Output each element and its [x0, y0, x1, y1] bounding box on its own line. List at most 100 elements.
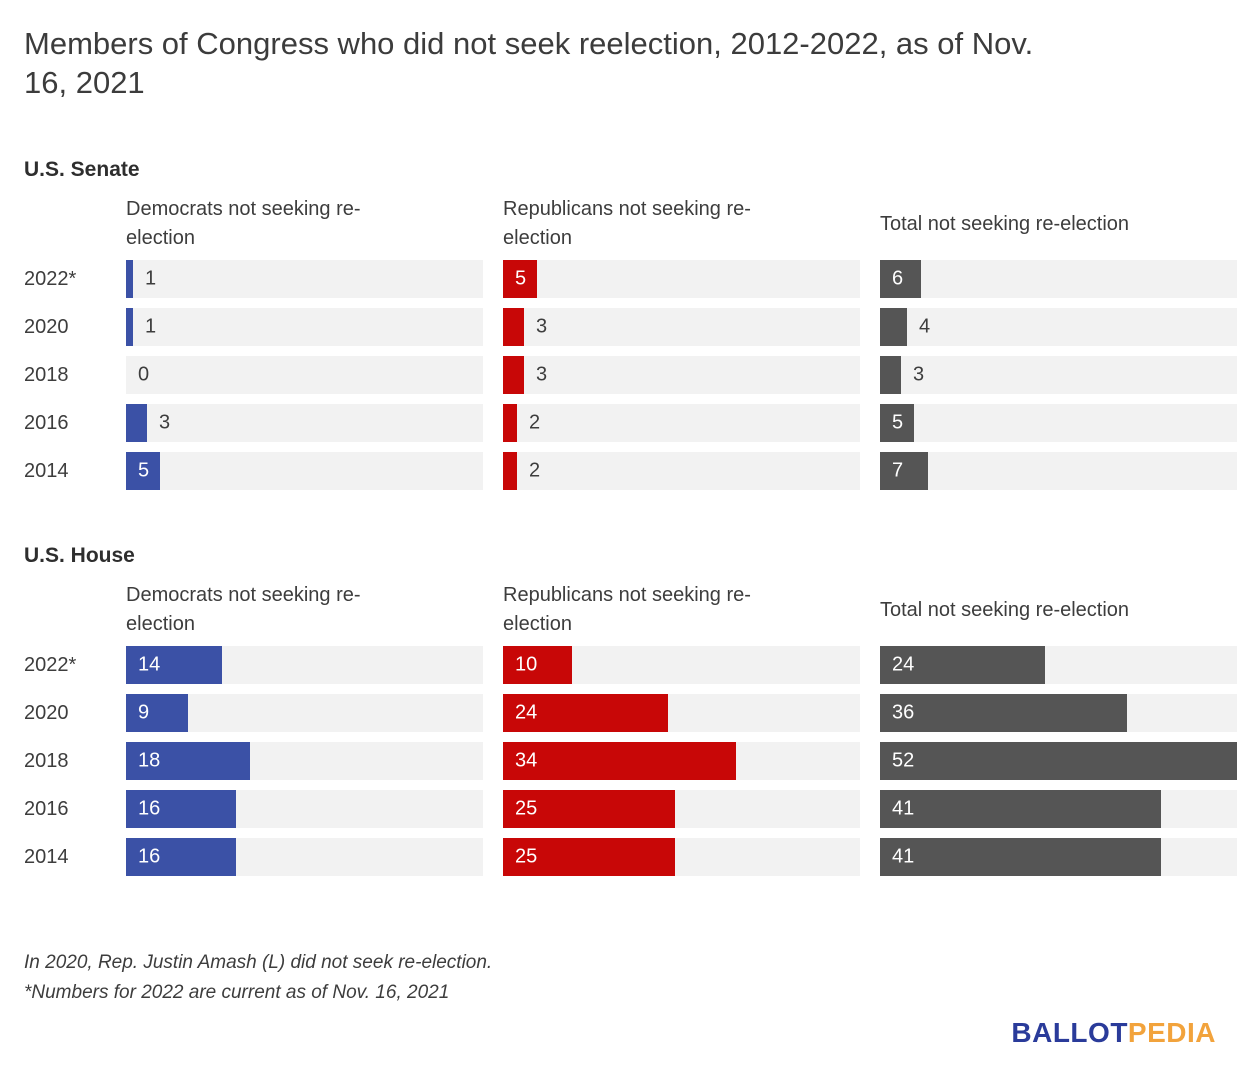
- republican-bar: [503, 742, 736, 780]
- republican-bar-track: 3: [503, 356, 860, 394]
- total-bar: [880, 646, 1045, 684]
- republican-bar-track: 2: [503, 452, 860, 490]
- republican-bar: [503, 790, 675, 828]
- democrat-bar-track: 5: [126, 452, 483, 490]
- chart-row: 2016 3 2 5: [24, 404, 1237, 442]
- house-column-headers: Democrats not seeking re- election Repub…: [24, 581, 1218, 639]
- chart-row: 2018 0 3 3: [24, 356, 1237, 394]
- bar-value-label: 7: [892, 459, 904, 482]
- house-bars: 2022* 14 10 24 2020 9 24 36 2018 18 34 52 2016 16 25 41…: [24, 646, 1237, 876]
- bar-value-label: 2: [529, 459, 541, 482]
- chart-row: 2018 18 34 52: [24, 742, 1237, 780]
- republican-bar-track: 2: [503, 404, 860, 442]
- democrat-bar-track: 18: [126, 742, 483, 780]
- democrat-bar: [126, 742, 250, 780]
- democrat-bar-track: 0: [126, 356, 483, 394]
- bar-value-label: 41: [892, 797, 915, 820]
- republican-bar: [503, 308, 524, 346]
- year-label: 2020: [24, 315, 69, 338]
- house-section: U.S. House Democrats not seeking re- ele…: [24, 544, 1237, 876]
- total-bar-track: 52: [880, 742, 1237, 780]
- senate-section-title: U.S. Senate: [24, 158, 140, 181]
- total-bar-track: 36: [880, 694, 1237, 732]
- democrat-bar-track: 14: [126, 646, 483, 684]
- bar-value-label: 36: [892, 701, 915, 724]
- bar-value-label: 5: [515, 267, 527, 290]
- bar-value-label: 25: [515, 845, 538, 868]
- chart-row: 2016 16 25 41: [24, 790, 1237, 828]
- house-section-title: U.S. House: [24, 544, 135, 567]
- democrat-bar-track: 1: [126, 260, 483, 298]
- chart-row: 2022* 1 5 6: [24, 260, 1237, 298]
- total-bar: [880, 356, 901, 394]
- year-label: 2022*: [24, 653, 77, 676]
- year-label: 2018: [24, 363, 69, 386]
- ballotpedia-logo: BALLOTPEDIA: [1011, 1016, 1216, 1049]
- republican-bar-track: 3: [503, 308, 860, 346]
- bar-value-label: 9: [138, 701, 150, 724]
- bar-value-label: 14: [138, 653, 161, 676]
- column-header-total: Total not seeking re-election: [880, 212, 1130, 235]
- total-bar-track: 6: [880, 260, 1237, 298]
- total-bar-track: 7: [880, 452, 1237, 490]
- bar-value-label: 5: [892, 411, 904, 434]
- total-bar-track: 24: [880, 646, 1237, 684]
- bar-value-label: 1: [145, 315, 157, 338]
- senate-bars: 2022* 1 5 6 2020 1 3 4 2018 0 3 3 2016 3 2 5 2014 5 2 7: [24, 260, 1237, 490]
- total-bar-track: 4: [880, 308, 1237, 346]
- year-label: 2018: [24, 749, 69, 772]
- bar-value-label: 10: [515, 653, 538, 676]
- footnote-asterisk: *Numbers for 2022 are current as of Nov.…: [24, 982, 450, 1003]
- bar-value-label: 4: [919, 315, 931, 338]
- year-label: 2016: [24, 797, 69, 820]
- republican-bar-track: 25: [503, 790, 860, 828]
- bar-value-label: 24: [892, 653, 915, 676]
- republican-bar: [503, 260, 537, 298]
- year-label: 2020: [24, 701, 69, 724]
- bar-value-label: 3: [536, 363, 548, 386]
- bar-value-label: 16: [138, 845, 161, 868]
- republican-bar: [503, 646, 572, 684]
- chart-row: 2014 5 2 7: [24, 452, 1237, 490]
- chart-row: 2020 1 3 4: [24, 308, 1237, 346]
- logo-pedia-text: PEDIA: [1127, 1017, 1216, 1048]
- year-label: 2016: [24, 411, 69, 434]
- total-bar: [880, 838, 1161, 876]
- republican-bar: [503, 694, 668, 732]
- bar-value-label: 3: [913, 363, 925, 386]
- total-bar: [880, 308, 907, 346]
- bar-value-label: 2: [529, 411, 541, 434]
- bar-value-label: 34: [515, 749, 538, 772]
- year-label: 2022*: [24, 267, 77, 290]
- logo-ballot-text: BALLOT: [1011, 1017, 1128, 1048]
- democrat-bar: [126, 838, 236, 876]
- republican-bar: [503, 838, 675, 876]
- democrat-bar: [126, 646, 222, 684]
- democrat-bar: [126, 404, 147, 442]
- footnote-amash: In 2020, Rep. Justin Amash (L) did not s…: [24, 952, 493, 973]
- democrat-bar: [126, 308, 133, 346]
- spacer-cell: [24, 195, 106, 253]
- year-label: 2014: [24, 845, 69, 868]
- total-bar: [880, 260, 921, 298]
- republican-bar-track: 25: [503, 838, 860, 876]
- democrat-bar-track: 3: [126, 404, 483, 442]
- total-bar: [880, 790, 1161, 828]
- bar-value-label: 6: [892, 267, 904, 290]
- democrat-bar: [126, 694, 188, 732]
- total-bar-track: 3: [880, 356, 1237, 394]
- senate-section: U.S. Senate Democrats not seeking re- el…: [24, 158, 1237, 490]
- bar-value-label: 1: [145, 267, 157, 290]
- chart-row: 2014 16 25 41: [24, 838, 1237, 876]
- democrat-bar: [126, 260, 133, 298]
- democrat-bar-track: 16: [126, 790, 483, 828]
- footnotes: In 2020, Rep. Justin Amash (L) did not s…: [24, 948, 1218, 1008]
- total-bar: [880, 404, 914, 442]
- republican-bar-track: 10: [503, 646, 860, 684]
- column-header-democrats: Democrats not seeking re- election: [126, 198, 361, 249]
- bar-value-label: 0: [138, 363, 150, 386]
- republican-bar: [503, 452, 517, 490]
- total-bar-track: 41: [880, 790, 1237, 828]
- spacer-cell: [24, 581, 106, 639]
- total-bar: [880, 742, 1237, 780]
